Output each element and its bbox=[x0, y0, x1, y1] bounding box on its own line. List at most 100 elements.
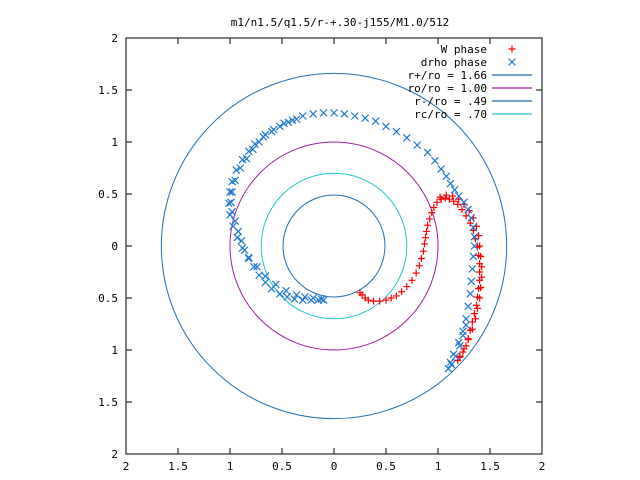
point-1-72 bbox=[460, 198, 468, 207]
point-1-45 bbox=[226, 187, 234, 196]
point-1-13 bbox=[227, 198, 235, 207]
point-0-9 bbox=[398, 288, 406, 296]
point-0-53 bbox=[468, 325, 476, 333]
point-0-60 bbox=[477, 252, 485, 260]
point-0-13 bbox=[415, 262, 423, 270]
legend-symbol-1 bbox=[508, 58, 516, 66]
point-0-7 bbox=[387, 294, 395, 302]
y-tick-label-7: 1.5 bbox=[98, 84, 118, 97]
point-1-92 bbox=[459, 331, 467, 340]
point-1-52 bbox=[267, 127, 276, 136]
x-tick-label-5: 0.5 bbox=[376, 460, 396, 473]
y-tick-label-5: 0.5 bbox=[98, 188, 118, 201]
point-1-62 bbox=[392, 127, 401, 136]
point-1-89 bbox=[447, 360, 456, 369]
point-0-19 bbox=[424, 221, 432, 229]
x-tick-label-6: 1 bbox=[435, 460, 442, 473]
legend-label-4: r-/ro = .49 bbox=[414, 95, 487, 108]
point-0-1 bbox=[358, 291, 366, 299]
point-0-69 bbox=[442, 191, 450, 199]
point-0-51 bbox=[460, 345, 468, 353]
legend-label-5: rc/ro = .70 bbox=[414, 108, 487, 121]
legend-label-1: drho phase bbox=[421, 56, 487, 69]
point-1-55 bbox=[292, 115, 301, 124]
x-tick-label-0: 2 bbox=[123, 460, 130, 473]
point-1-80 bbox=[467, 277, 476, 286]
point-1-66 bbox=[430, 156, 439, 165]
x-tick-label-3: 0.5 bbox=[272, 460, 292, 473]
point-1-50 bbox=[251, 140, 259, 149]
point-1-35 bbox=[282, 286, 291, 295]
point-0-12 bbox=[412, 269, 420, 277]
point-0-5 bbox=[376, 297, 384, 305]
point-0-68 bbox=[449, 192, 457, 200]
point-1-70 bbox=[450, 185, 459, 194]
point-1-69 bbox=[446, 179, 455, 188]
y-tick-label-0: 2 bbox=[111, 448, 118, 461]
point-0-70 bbox=[436, 193, 444, 201]
point-0-61 bbox=[476, 242, 484, 250]
point-1-91 bbox=[455, 341, 464, 350]
point-0-16 bbox=[420, 240, 428, 248]
point-1-22 bbox=[261, 278, 270, 287]
point-1-2 bbox=[298, 112, 307, 120]
point-1-1 bbox=[309, 109, 318, 118]
point-0-18 bbox=[423, 227, 431, 235]
point-0-8 bbox=[392, 292, 400, 300]
point-1-68 bbox=[442, 172, 451, 181]
x-tick-label-4: 0 bbox=[331, 460, 338, 473]
point-1-10 bbox=[236, 164, 245, 172]
point-1-43 bbox=[226, 210, 234, 219]
point-0-42 bbox=[470, 310, 478, 318]
point-0-41 bbox=[472, 301, 480, 309]
y-tick-label-8: 2 bbox=[111, 32, 118, 45]
point-1-75 bbox=[469, 223, 478, 232]
point-1-36 bbox=[271, 280, 280, 289]
point-1-34 bbox=[292, 290, 301, 299]
point-1-53 bbox=[275, 122, 284, 131]
point-1-21 bbox=[255, 271, 264, 280]
point-1-65 bbox=[423, 148, 432, 157]
circle-2 bbox=[282, 194, 386, 298]
point-0-23 bbox=[433, 198, 441, 206]
circle-0 bbox=[160, 72, 508, 420]
x-tick-label-1: 1.5 bbox=[168, 460, 188, 473]
point-1-74 bbox=[467, 213, 476, 222]
point-1-38 bbox=[253, 262, 261, 271]
chart-title: m1/n1.5/q1.5/r-+.30-j155/M1.0/512 bbox=[231, 16, 450, 29]
circle-1 bbox=[229, 141, 439, 351]
point-0-22 bbox=[430, 204, 438, 212]
point-1-60 bbox=[371, 117, 380, 126]
axis-ticks: 2 1.5 1 0.5 0 0.5 1 1.5 221.510.500.511.52 bbox=[98, 32, 545, 473]
point-0-55 bbox=[474, 304, 482, 312]
point-0-11 bbox=[408, 276, 416, 284]
point-0-43 bbox=[468, 318, 476, 326]
point-1-48 bbox=[238, 155, 247, 164]
point-0-50 bbox=[456, 352, 464, 360]
x-tick-label-2: 1 bbox=[227, 460, 234, 473]
point-1-76 bbox=[470, 232, 479, 241]
data-series bbox=[225, 108, 486, 373]
series-0 bbox=[356, 191, 486, 364]
point-1-79 bbox=[468, 264, 477, 273]
point-0-4 bbox=[370, 297, 378, 305]
point-1-87 bbox=[446, 358, 455, 367]
point-0-17 bbox=[422, 234, 430, 242]
point-1-47 bbox=[232, 166, 241, 175]
point-1-41 bbox=[233, 233, 242, 242]
y-tick-label-1: 1.5 bbox=[98, 396, 118, 409]
point-1-12 bbox=[228, 187, 237, 196]
point-1-42 bbox=[229, 222, 238, 231]
point-1-81 bbox=[466, 289, 475, 298]
point-1-67 bbox=[437, 165, 446, 173]
point-1-37 bbox=[261, 272, 270, 281]
point-0-20 bbox=[426, 215, 434, 223]
y-tick-label-6: 1 bbox=[111, 136, 118, 149]
point-1-93 bbox=[462, 321, 471, 329]
point-0-57 bbox=[477, 284, 485, 292]
point-1-33 bbox=[300, 293, 309, 301]
point-0-15 bbox=[419, 247, 427, 255]
point-1-32 bbox=[309, 294, 318, 302]
